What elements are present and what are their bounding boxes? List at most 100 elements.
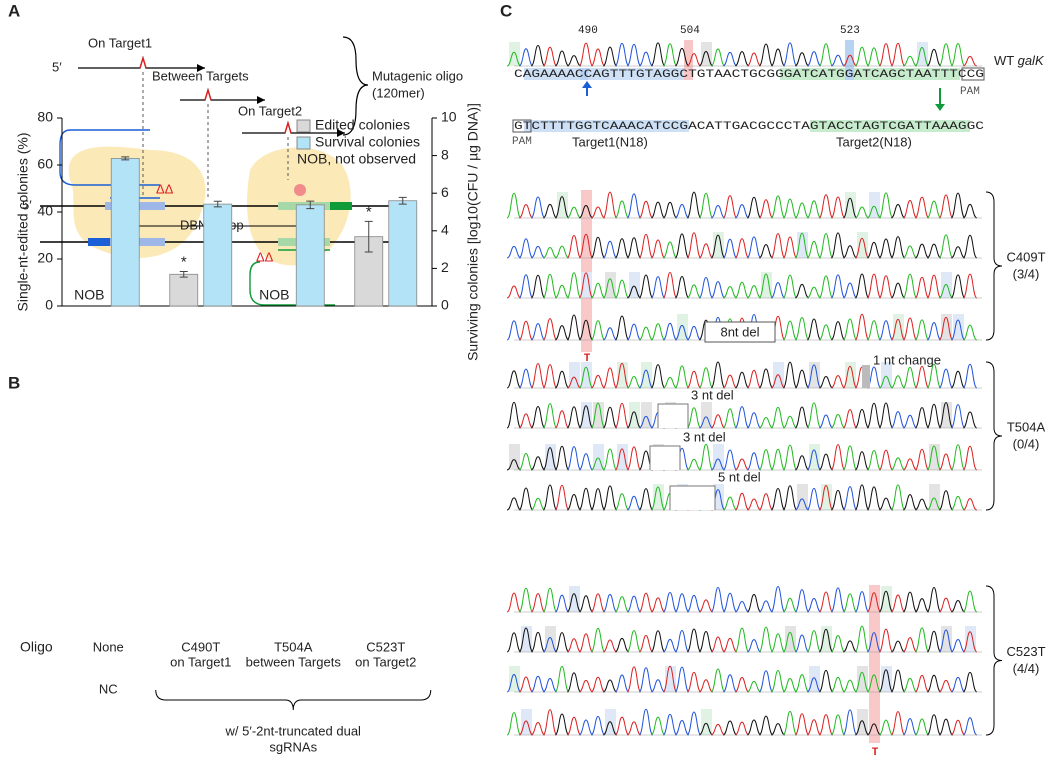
peak	[578, 405, 594, 429]
base-shade	[665, 666, 676, 692]
error-bar	[213, 200, 222, 208]
peak	[590, 488, 606, 511]
peak	[686, 370, 702, 389]
peak	[734, 51, 750, 67]
legend-swatch	[296, 119, 311, 133]
base-shade	[845, 192, 856, 218]
base-shade	[701, 42, 712, 66]
peak	[554, 632, 570, 653]
y-tick-label: 0	[45, 297, 53, 313]
peak	[890, 484, 906, 511]
peak	[782, 274, 798, 299]
peak	[566, 638, 582, 653]
peak	[794, 589, 810, 613]
peak	[938, 679, 954, 693]
peak	[554, 594, 570, 613]
base-shade	[893, 314, 904, 340]
peak	[638, 592, 654, 613]
peak	[662, 201, 678, 219]
group-ratio: (4/4)	[1013, 661, 1040, 676]
peak	[518, 238, 534, 259]
base-shade	[857, 232, 868, 258]
change-box	[862, 365, 870, 388]
oligo-label: On Target2	[238, 103, 302, 118]
peak	[638, 326, 654, 341]
peak	[830, 375, 846, 389]
peak	[794, 369, 810, 389]
target-label: Target2(N18)	[836, 134, 912, 149]
peak	[782, 597, 798, 613]
peak	[710, 586, 726, 613]
peak	[710, 636, 726, 653]
peak	[746, 498, 762, 511]
peak	[806, 630, 822, 653]
error-bar	[398, 196, 407, 205]
peak	[530, 363, 546, 389]
peak	[710, 234, 726, 259]
peak	[674, 233, 690, 259]
peak	[710, 414, 726, 429]
peak	[842, 365, 858, 389]
base-shade	[593, 402, 604, 428]
peak	[626, 411, 642, 429]
peak	[710, 361, 726, 389]
peak	[542, 587, 558, 613]
base-shade	[701, 709, 712, 735]
missing-label: NOB	[74, 287, 104, 303]
peak	[566, 234, 582, 259]
chromatogram	[506, 401, 982, 429]
peak	[674, 630, 690, 653]
peak	[686, 407, 702, 429]
peak	[938, 597, 954, 613]
peak	[650, 679, 666, 693]
position: 523	[840, 25, 860, 37]
peak	[794, 232, 810, 259]
peak	[506, 592, 522, 613]
peak	[602, 639, 618, 653]
peak	[566, 376, 582, 389]
peak	[590, 627, 606, 653]
peak	[830, 321, 846, 341]
peak	[890, 203, 906, 219]
pam-box	[961, 67, 985, 81]
peak	[818, 324, 834, 341]
bar	[295, 204, 325, 307]
peak	[914, 196, 930, 219]
error-bar	[179, 270, 188, 278]
peak	[674, 47, 690, 67]
peak	[842, 409, 858, 429]
peak	[722, 720, 738, 736]
peak	[506, 497, 522, 511]
peak	[902, 677, 918, 693]
peak	[902, 591, 918, 613]
peak	[782, 415, 798, 429]
peak	[506, 192, 522, 219]
peak	[758, 600, 774, 613]
peak	[842, 282, 858, 299]
peak	[698, 599, 714, 613]
peak	[602, 191, 618, 219]
y2-tick-label: 4	[441, 222, 449, 238]
peak	[506, 245, 522, 259]
peak	[938, 316, 954, 341]
five-prime: 5′	[22, 197, 32, 212]
base-shade	[953, 314, 964, 340]
base-shade	[917, 42, 928, 66]
x-tick-label: C523T	[366, 639, 405, 654]
peak	[950, 444, 966, 471]
peak	[818, 414, 834, 429]
peak	[662, 592, 678, 613]
peak	[758, 199, 774, 219]
peak	[842, 486, 858, 511]
peak	[626, 666, 642, 693]
highlight	[581, 190, 592, 352]
peak	[614, 596, 630, 613]
oligo-label: Between Targets	[152, 68, 249, 83]
peak	[962, 203, 978, 219]
peak	[554, 484, 570, 511]
peak	[770, 585, 786, 613]
y-tick-label: 40	[37, 203, 53, 219]
peak	[542, 677, 558, 693]
peak	[770, 195, 786, 219]
peak	[914, 674, 930, 693]
